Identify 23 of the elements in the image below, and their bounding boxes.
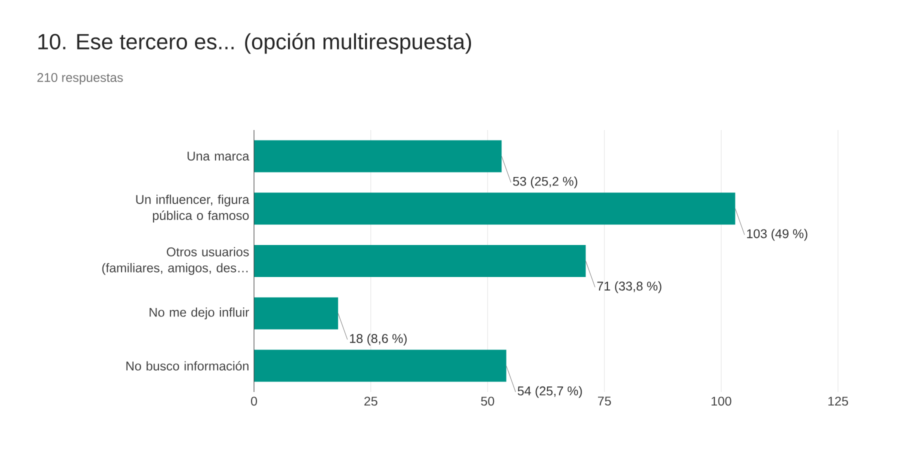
- data-label: 53 (25,2 %): [513, 176, 578, 188]
- bar: [254, 140, 502, 172]
- x-tick-label: 0: [250, 396, 258, 406]
- x-tick-label: 75: [598, 396, 611, 406]
- bar: [254, 192, 736, 225]
- bar: [254, 350, 506, 382]
- x-tick-label: 50: [481, 396, 494, 406]
- y-tick-label: Otros usuarios (familiares, amigos, des…: [102, 247, 249, 275]
- bar: [254, 244, 586, 277]
- x-tick-label: 25: [364, 396, 378, 406]
- y-tick-label: Una marca: [188, 152, 250, 161]
- data-label: 71 (33,8 %): [597, 281, 662, 294]
- bar: [254, 297, 338, 330]
- x-tick-label: 100: [712, 396, 732, 406]
- y-tick-label: No me dejo influir: [150, 307, 250, 320]
- y-tick-label: Un influencer, figura pública o famoso: [136, 194, 250, 223]
- x-tick-label: 125: [828, 396, 848, 406]
- text: 210 respuestas: [37, 73, 123, 85]
- data-label: 18 (8,6 %): [350, 334, 407, 346]
- data-label: 103 (49 %): [747, 228, 808, 241]
- y-tick-label: No busco información: [126, 361, 248, 371]
- chart-title: 10. Ese tercero es... (opción multirespuesta): [38, 33, 472, 54]
- data-label: 54 (25,7 %): [518, 386, 582, 398]
